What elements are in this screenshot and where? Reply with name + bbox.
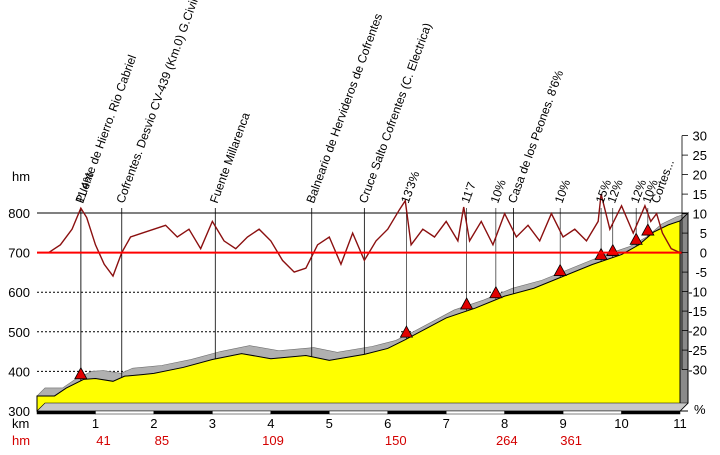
km-scale-segment xyxy=(212,410,272,415)
km-scale-segment xyxy=(153,410,213,415)
x-axis-unit: km xyxy=(12,416,29,431)
x-tick-label: 4 xyxy=(267,416,274,431)
climb-warning-icon xyxy=(459,297,474,310)
km-scale-segment xyxy=(36,410,96,415)
slope-tick-label: 0 xyxy=(700,246,707,261)
x-tick-label: 3 xyxy=(209,416,216,431)
x-tick-label: 1 xyxy=(92,416,99,431)
y-tick-label: 300 xyxy=(8,404,30,419)
hm-marker-label: 361 xyxy=(560,433,582,448)
km-scale-segment xyxy=(270,410,330,415)
waypoint-label: Cofrentes. Desvio CV-439 (Km.0) G.Civil xyxy=(113,0,200,205)
climb-warning-icon xyxy=(641,223,655,236)
slope-tick-label: -20 xyxy=(688,324,707,339)
km-scale-segment xyxy=(329,410,388,415)
hm-marker-label: 109 xyxy=(262,433,284,448)
hm-marker-label: 41 xyxy=(96,433,110,448)
hm-marker-label: 264 xyxy=(496,433,518,448)
x-tick-label: 7 xyxy=(443,416,450,431)
slope-label: 11'4% xyxy=(73,170,97,205)
climb-warning-icon xyxy=(399,325,414,338)
slope-label: 13'3% xyxy=(398,169,423,205)
y-tick-label: 700 xyxy=(8,246,30,261)
label-layer: Puente de Hierro. Rio CabrielCofrentes. … xyxy=(73,0,677,205)
slope-tick-label: 30 xyxy=(693,129,707,144)
x-tick-label: 6 xyxy=(384,416,391,431)
slope-tick-label: -5 xyxy=(695,265,707,280)
slope-label: 10% xyxy=(552,177,573,205)
slope-tick-label: -10 xyxy=(688,285,707,300)
elevation-area-layer xyxy=(36,220,681,412)
climb-warning-icon xyxy=(629,232,643,245)
x-tick-label: 8 xyxy=(501,416,508,431)
slope-tick-label: 25 xyxy=(693,148,707,163)
slope-tick-label: -15 xyxy=(688,304,707,319)
slope-tick-label: -30 xyxy=(688,363,707,378)
climb-warning-icon xyxy=(553,263,567,276)
x-tick-label: 9 xyxy=(559,416,566,431)
climb-warning-icon xyxy=(74,366,88,380)
slope-tick-label: 5 xyxy=(700,226,707,241)
climb-warning-icon xyxy=(606,243,620,256)
y-tick-label: 400 xyxy=(8,364,30,379)
y-tick-label: 600 xyxy=(8,285,30,300)
hm-marker-label: 150 xyxy=(385,433,407,448)
km-scale-segment xyxy=(562,410,622,415)
slope-tick-label: 20 xyxy=(693,168,707,183)
km-scale-segment xyxy=(504,410,564,415)
hm-row-label: hm xyxy=(12,433,30,448)
x-tick-label: 5 xyxy=(326,416,333,431)
slope-line xyxy=(37,193,681,278)
climb-warning-icon xyxy=(594,247,608,260)
slope-tick-label: -25 xyxy=(688,343,707,358)
y-tick-label: 800 xyxy=(8,206,30,221)
km-scale-segment xyxy=(621,410,681,415)
slope-label: 11'7 xyxy=(458,180,479,205)
km-scale-segment xyxy=(445,410,505,415)
climb-warning-icon xyxy=(489,285,503,299)
km-scale-segment xyxy=(387,410,447,415)
km-scale-segment xyxy=(95,410,155,415)
x-tick-label: 2 xyxy=(150,416,157,431)
y-axis-unit: hm xyxy=(12,169,30,184)
y-tick-label: 500 xyxy=(8,325,30,340)
hm-marker-label: 85 xyxy=(155,433,169,448)
slope-tick-label: 15 xyxy=(693,187,707,202)
side-wall xyxy=(679,211,689,413)
slope-axis-unit: % xyxy=(694,402,706,417)
x-tick-label: 10 xyxy=(614,416,628,431)
elevation-area xyxy=(36,220,681,412)
x-tick-label: 11 xyxy=(673,416,687,431)
axis-layer: 300400500600700800hm302520151050-5-10-15… xyxy=(8,129,707,448)
slope-tick-label: 10 xyxy=(693,207,707,222)
waypoint-label: Fuente Millarenca xyxy=(207,110,253,205)
floor-edge xyxy=(36,402,689,412)
slope-line-layer xyxy=(37,193,682,278)
